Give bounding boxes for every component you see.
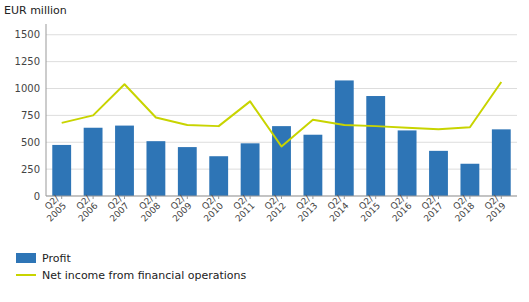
x-tick-label: Q2/2013 xyxy=(289,193,320,224)
bar xyxy=(335,80,354,196)
bar xyxy=(429,151,448,196)
bar xyxy=(209,156,228,196)
x-tick xyxy=(61,196,62,199)
bar xyxy=(492,129,511,196)
y-tick-label: 1000 xyxy=(15,83,40,94)
x-tick xyxy=(407,196,408,199)
x-tick xyxy=(187,196,188,199)
x-tick-label: Q2/2015 xyxy=(352,193,383,224)
x-tick xyxy=(124,196,125,199)
y-axis-label: EUR million xyxy=(4,4,67,17)
bar xyxy=(52,145,71,196)
x-tick-label: Q2/2007 xyxy=(101,193,132,224)
legend-label: Net income from financial operations xyxy=(42,269,247,282)
x-tick-label: Q2/2019 xyxy=(477,193,508,224)
x-tick xyxy=(281,196,282,199)
bar xyxy=(366,96,385,196)
bar xyxy=(178,147,197,196)
bar xyxy=(460,164,479,196)
legend: Profit Net income from financial operatio… xyxy=(16,252,247,282)
bar xyxy=(84,128,103,196)
y-tick-label: 1500 xyxy=(15,29,40,40)
y-tick-label: 1250 xyxy=(15,56,40,67)
bar xyxy=(398,130,417,196)
x-tick-label: Q2/2005 xyxy=(38,193,69,224)
plot-area xyxy=(52,80,510,196)
x-tick xyxy=(218,196,219,199)
y-tick-label: 250 xyxy=(21,164,40,175)
x-tick xyxy=(250,196,251,199)
x-tick xyxy=(155,196,156,199)
x-tick-label: Q2/2008 xyxy=(132,193,163,224)
x-tick xyxy=(375,196,376,199)
x-tick-label: Q2/2006 xyxy=(69,193,100,224)
bar xyxy=(303,135,322,196)
x-tick xyxy=(93,196,94,199)
bar xyxy=(241,143,260,196)
bar xyxy=(146,141,165,196)
x-tick xyxy=(501,196,502,199)
legend-swatch xyxy=(16,253,36,263)
grid xyxy=(46,35,517,196)
legend-label: Profit xyxy=(42,252,71,265)
bar xyxy=(115,126,134,196)
y-axis-line xyxy=(46,24,47,196)
y-tick-label: 0 xyxy=(34,191,40,202)
grid-line xyxy=(46,61,517,62)
x-tick-label: Q2/2014 xyxy=(320,193,351,224)
x-tick xyxy=(438,196,439,199)
x-tick xyxy=(344,196,345,199)
x-tick-label: Q2/2010 xyxy=(195,193,226,224)
y-tick-label: 750 xyxy=(21,110,40,121)
x-tick xyxy=(312,196,313,199)
legend-swatch xyxy=(16,274,36,276)
x-tick-label: Q2/2011 xyxy=(226,193,257,224)
grid-line xyxy=(46,34,517,35)
x-tick-label: Q2/2012 xyxy=(258,193,289,224)
x-tick-label: Q2/2009 xyxy=(163,193,194,224)
x-tick-label: Q2/2016 xyxy=(383,193,414,224)
x-tick xyxy=(469,196,470,199)
x-tick-label: Q2/2018 xyxy=(446,193,477,224)
line xyxy=(62,82,502,147)
y-tick-label: 500 xyxy=(21,137,40,148)
grid-line xyxy=(46,88,517,89)
x-tick-label: Q2/2017 xyxy=(415,193,446,224)
grid-line xyxy=(46,115,517,116)
chart: 0 250 500 750 1000 1250 1500 EUR million Q2/2005… xyxy=(0,0,529,302)
